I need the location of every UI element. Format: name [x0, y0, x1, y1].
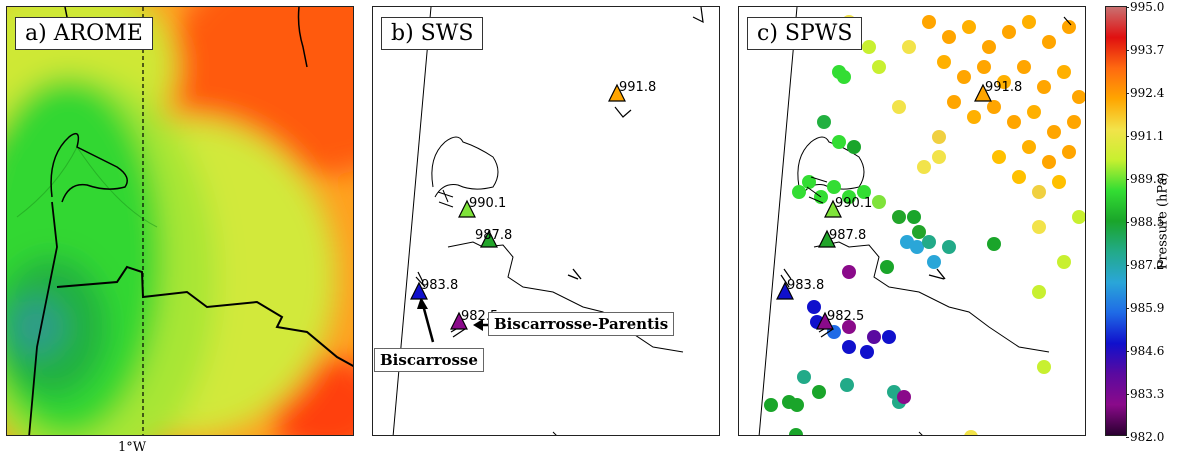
station-marker [410, 281, 428, 300]
colorbar-tick: 991.1 [1125, 129, 1165, 143]
colorbar-tick: 988.5 [1125, 215, 1165, 229]
colorbar-tick: 985.9 [1125, 301, 1165, 315]
colorbar-tick: 984.6 [1125, 344, 1165, 358]
station-marker [608, 83, 626, 102]
arome-panel: a) AROME [6, 6, 354, 436]
coast-north [297, 7, 308, 68]
panel-a-title: a) AROME [15, 17, 153, 51]
border-line [56, 265, 353, 368]
station-value: 983.8 [787, 278, 824, 293]
colorbar-tick: 993.7 [1125, 43, 1165, 57]
station-marker [824, 199, 842, 218]
station-value: 991.8 [985, 80, 1022, 95]
longitude-label: 1°W [118, 440, 147, 455]
station-value: 990.1 [835, 196, 872, 211]
station-marker [818, 229, 836, 248]
station-value: 987.8 [475, 228, 512, 243]
observation-dots-yellow [842, 15, 1085, 435]
colorbar-label: Pressure (hPa) [1155, 172, 1171, 270]
colorbar-tick: 995.0 [1125, 0, 1165, 14]
coastline [28, 201, 58, 435]
biscarrosse-label: Biscarrosse [374, 348, 484, 372]
panel-c-title: c) SPWS [747, 17, 863, 51]
spws-map: 991.8 990.1 987.8 983.8 982.5 [758, 7, 1085, 435]
station-marker [974, 83, 992, 102]
panel-b-title: b) SWS [381, 17, 484, 51]
station-value: 983.8 [421, 278, 458, 293]
border-line [813, 241, 1050, 353]
coastline [758, 7, 798, 435]
arcachon-basin [50, 132, 128, 203]
colorbar-tick: 987.2 [1125, 258, 1165, 272]
station-marker [816, 311, 834, 330]
biscarrosse-parentis-label: Biscarrosse-Parentis [488, 312, 675, 336]
station-marker [450, 311, 468, 330]
arcachon-basin [431, 136, 499, 198]
station-value: 982.5 [827, 309, 864, 324]
station-marker [458, 199, 476, 218]
sws-map: 991.8 990.1 987.8 983.8 982.5 [392, 7, 704, 435]
arcachon-basin [797, 136, 865, 198]
station-value: 990.1 [469, 196, 506, 211]
station-value: 991.8 [619, 80, 656, 95]
colorbar-tick: 989.8 [1125, 172, 1165, 186]
colorbar [1105, 6, 1127, 436]
station-marker [776, 281, 794, 300]
pointer-arrow [421, 304, 435, 343]
colorbar-tick: 983.3 [1125, 387, 1165, 401]
arome-pressure-field [7, 7, 353, 435]
colorbar-tick: 982.0 [1125, 430, 1165, 444]
observation-dots-blue [807, 265, 911, 404]
observation-dots-green [764, 65, 1001, 435]
station-value: 987.8 [829, 228, 866, 243]
spws-panel: 991.8 990.1 987.8 983.8 982.5 c) SPWS [738, 6, 1086, 436]
station-marker [480, 229, 498, 248]
colorbar-tick: 992.4 [1125, 86, 1165, 100]
